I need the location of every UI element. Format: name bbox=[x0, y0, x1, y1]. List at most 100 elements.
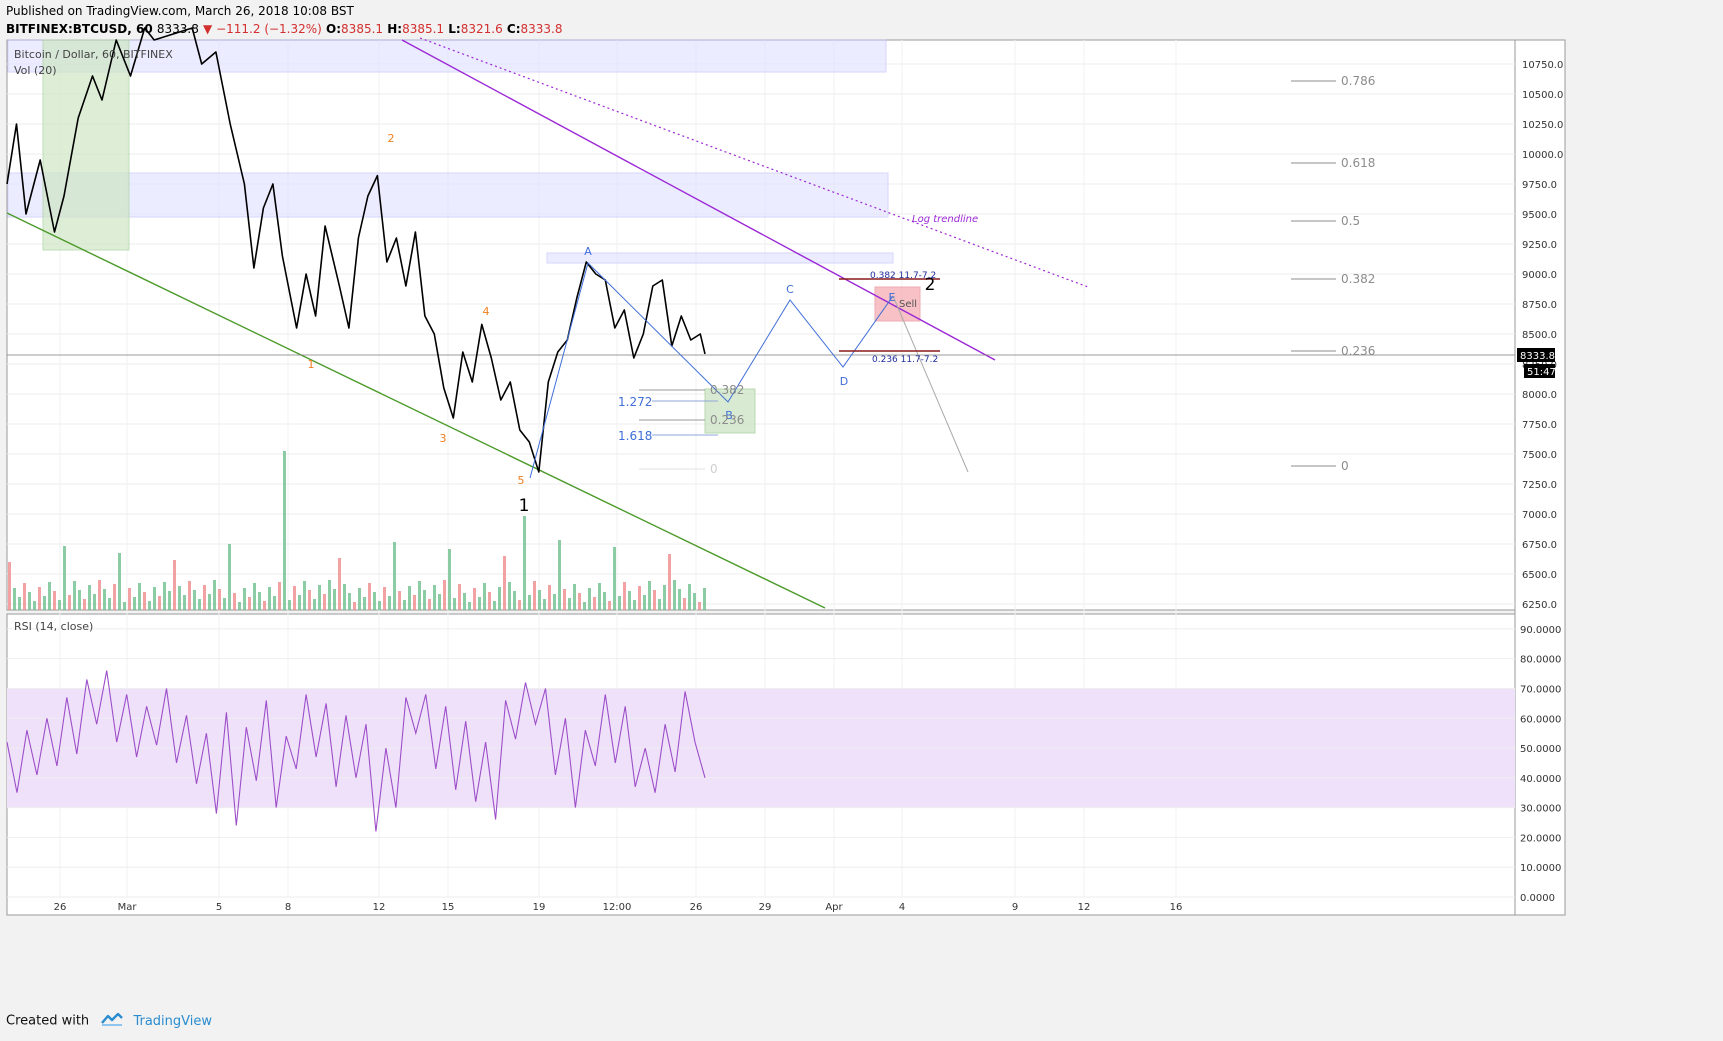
volume-bar bbox=[588, 588, 591, 610]
volume-bar bbox=[248, 597, 251, 610]
volume-bar bbox=[328, 580, 331, 610]
volume-bar bbox=[163, 582, 166, 610]
wave-label-major: 2 bbox=[925, 275, 936, 295]
y-tick-label: 10250.0 bbox=[1522, 120, 1563, 131]
rsi-y-tick-label: 80.0000 bbox=[1520, 655, 1561, 666]
volume-bar bbox=[488, 592, 491, 610]
volume-bar bbox=[683, 598, 686, 610]
volume-bar bbox=[443, 580, 446, 610]
fib-extension-label: 1.618 bbox=[618, 429, 652, 443]
volume-bar bbox=[313, 599, 316, 610]
fib-level-label: 0.618 bbox=[1341, 156, 1375, 170]
volume-bar bbox=[633, 600, 636, 610]
volume-bar bbox=[623, 582, 626, 610]
volume-bar bbox=[518, 600, 521, 610]
y-tick-label: 10000.0 bbox=[1522, 150, 1563, 161]
volume-bar bbox=[178, 586, 181, 610]
fib-level-label: 0 bbox=[710, 462, 718, 476]
volume-bar bbox=[228, 544, 231, 610]
volume-bar bbox=[478, 597, 481, 610]
volume-bar bbox=[168, 591, 171, 610]
rsi-line bbox=[6, 670, 706, 832]
support-zone bbox=[42, 39, 130, 251]
volume-bar bbox=[198, 599, 201, 610]
volume-bar bbox=[33, 601, 36, 610]
symbol: BITFINEX:BTCUSD, 60 bbox=[6, 22, 153, 36]
volume-bar bbox=[133, 597, 136, 610]
volume-bar bbox=[253, 583, 256, 610]
fib-level-label: 0.236 bbox=[1341, 344, 1375, 358]
volume-bar bbox=[73, 581, 76, 610]
volume-bar bbox=[28, 592, 31, 610]
abcde-label: D bbox=[840, 375, 848, 388]
y-tick-label: 6250.0 bbox=[1522, 600, 1557, 611]
log-trendline-label: Log trendline bbox=[912, 214, 978, 225]
volume-bar bbox=[533, 581, 536, 610]
resistance-trendline bbox=[401, 39, 996, 361]
volume-bar bbox=[98, 580, 101, 610]
x-tick-label: 26 bbox=[690, 902, 703, 913]
rsi-y-tick-label: 50.0000 bbox=[1520, 744, 1561, 755]
abcde-label: A bbox=[584, 245, 592, 258]
volume-bar bbox=[308, 590, 311, 610]
volume-bar bbox=[113, 584, 116, 610]
volume-bar bbox=[173, 560, 176, 610]
price-axis[interactable] bbox=[1514, 39, 1566, 916]
x-tick-label: Apr bbox=[825, 902, 843, 913]
volume-bar bbox=[643, 595, 646, 610]
abcde-label: E bbox=[889, 291, 896, 304]
volume-bar bbox=[638, 586, 641, 610]
wave-label: 1 bbox=[308, 358, 315, 371]
rsi-y-tick-label: 70.0000 bbox=[1520, 684, 1561, 695]
y-tick-label: 9750.0 bbox=[1522, 180, 1557, 191]
volume-bar bbox=[428, 599, 431, 610]
volume-bar bbox=[473, 588, 476, 610]
volume-bar bbox=[218, 589, 221, 610]
volume-bar bbox=[398, 591, 401, 610]
close-value: 8333.8 bbox=[520, 22, 563, 36]
volume-bar bbox=[393, 542, 396, 610]
volume-bar bbox=[448, 549, 451, 610]
volume-bar bbox=[273, 596, 276, 610]
volume-bar bbox=[23, 583, 26, 610]
volume-bar bbox=[243, 588, 246, 610]
volume-bar bbox=[258, 592, 261, 610]
volume-bar bbox=[223, 598, 226, 610]
low-label: L: bbox=[448, 22, 461, 36]
high-value: 8385.1 bbox=[402, 22, 445, 36]
y-tick-label: 8500.0 bbox=[1522, 330, 1557, 341]
fib-level-label: 0.382 bbox=[710, 383, 744, 397]
wave-label: 5 bbox=[518, 474, 525, 487]
volume-bar bbox=[128, 588, 131, 610]
open-label: O: bbox=[326, 22, 342, 36]
volume-bar bbox=[13, 588, 16, 610]
current-price-badge bbox=[1517, 348, 1555, 362]
y-tick-label: 7500.0 bbox=[1522, 450, 1557, 461]
volume-bar bbox=[353, 602, 356, 610]
open-value: 8385.1 bbox=[341, 22, 384, 36]
volume-bar bbox=[193, 590, 196, 610]
volume-bar bbox=[703, 588, 706, 610]
fib-level-label: 0.382 bbox=[1341, 272, 1375, 286]
volume-bar bbox=[203, 585, 206, 610]
volume-bar bbox=[378, 601, 381, 610]
volume-bar bbox=[103, 589, 106, 610]
tradingview-link[interactable]: TradingView bbox=[133, 1013, 212, 1029]
volume-label: Vol (20) bbox=[14, 64, 57, 77]
rsi-y-tick-label: 20.0000 bbox=[1520, 833, 1561, 844]
volume-bar bbox=[563, 589, 566, 610]
price-pane[interactable] bbox=[6, 39, 1516, 611]
volume-bar bbox=[18, 597, 21, 610]
volume-bar bbox=[523, 516, 526, 610]
volume-bar bbox=[338, 558, 341, 610]
x-tick-label: 26 bbox=[54, 902, 67, 913]
volume-bar bbox=[698, 602, 701, 610]
volume-bar bbox=[303, 581, 306, 610]
rsi-y-tick-label: 10.0000 bbox=[1520, 863, 1561, 874]
volume-bar bbox=[288, 600, 291, 610]
target-zone bbox=[704, 388, 756, 434]
fib-level-label: 0.5 bbox=[1341, 214, 1360, 228]
volume-bar bbox=[423, 590, 426, 610]
volume-bar bbox=[598, 583, 601, 610]
